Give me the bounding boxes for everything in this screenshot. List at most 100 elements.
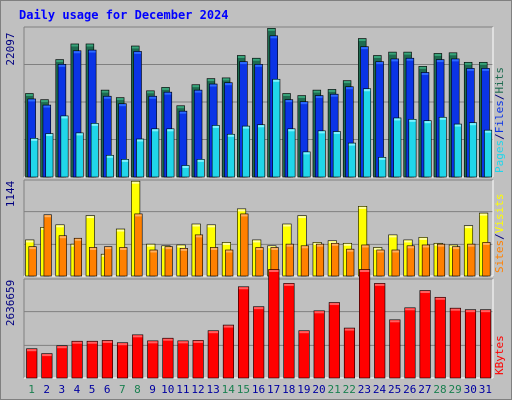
visits-bar-highlight <box>464 226 473 229</box>
hits-bar-highlight <box>56 60 64 63</box>
sites-bar-highlight <box>256 247 263 250</box>
kbytes-bar-highlight <box>480 310 491 313</box>
hits-bar-highlight <box>358 39 366 42</box>
pages-bar-highlight <box>197 159 204 162</box>
files-bar-highlight <box>73 51 81 54</box>
pages-bar-highlight <box>91 123 98 126</box>
pages-bar <box>453 123 462 178</box>
sites-bar <box>73 237 82 277</box>
files-bar-highlight <box>149 96 157 99</box>
hits-legend-part: Pages <box>493 140 506 173</box>
day-label: 30 <box>464 383 477 396</box>
hits-bar-highlight <box>116 98 124 101</box>
sites-bar-highlight <box>74 238 82 241</box>
files-bar-highlight <box>88 50 96 53</box>
hits-bar-highlight <box>237 55 245 58</box>
kbytes-bar <box>177 340 189 379</box>
files-bar-highlight <box>224 83 232 86</box>
kbytes-bar <box>268 269 280 379</box>
hits-legend-part: Files <box>493 100 506 133</box>
pages-bar <box>257 124 266 178</box>
files-bar-highlight <box>436 60 444 63</box>
day-label: 12 <box>191 383 204 396</box>
kbytes-bar-highlight <box>253 307 264 310</box>
hits-bar-highlight <box>177 106 185 109</box>
visits-bar-highlight <box>419 237 427 240</box>
kbytes-bar-highlight <box>299 331 309 334</box>
pages-bar-highlight <box>379 157 386 160</box>
sites-bar <box>482 242 491 277</box>
day-label: 14 <box>222 383 236 396</box>
day-label: 8 <box>134 383 141 396</box>
kbytes-bar-highlight <box>314 311 324 314</box>
sites-bar <box>285 243 294 277</box>
pages-bar <box>121 159 129 178</box>
pages-bar-highlight <box>273 79 280 82</box>
day-label: 1 <box>28 383 35 396</box>
pages-bar <box>469 122 477 178</box>
kbytes-bar-highlight <box>359 269 370 272</box>
sites-bar-highlight <box>225 250 233 253</box>
sites-bar <box>315 243 325 277</box>
kbytes-bar-highlight <box>223 325 234 328</box>
kbytes-ymax-label: 2636659 <box>4 280 17 326</box>
day-label: 31 <box>479 383 492 396</box>
sites-bar <box>225 249 234 277</box>
day-label: 18 <box>282 383 295 396</box>
pages-bar-highlight <box>106 155 114 158</box>
files-bar-highlight <box>43 105 51 108</box>
kbytes-bar <box>434 296 446 379</box>
day-label: 28 <box>433 383 446 396</box>
sites-bar-highlight <box>59 236 67 239</box>
kbytes-bar-highlight <box>344 328 355 331</box>
hits-bar-highlight <box>131 46 139 49</box>
visits-legend-part: Sites <box>493 240 506 273</box>
day-label: 24 <box>373 383 387 396</box>
kbytes-bar <box>41 353 53 379</box>
pages-bar-highlight <box>303 152 310 155</box>
pages-bar-highlight <box>484 130 492 133</box>
pages-bar-highlight <box>227 134 235 137</box>
sites-bar-highlight <box>407 246 415 249</box>
hits-bar-highlight <box>207 79 215 82</box>
hits-bar-highlight <box>389 52 396 55</box>
pages-bar-highlight <box>167 129 174 132</box>
kbytes-bar <box>374 283 386 379</box>
visits-bar-highlight <box>147 244 155 247</box>
files-bar-highlight <box>330 94 338 97</box>
kbytes-bar-highlight <box>208 331 219 334</box>
sites-bar <box>346 248 355 277</box>
kbytes-bar-highlight <box>193 340 203 343</box>
sites-bar <box>134 213 143 277</box>
kbytes-bar-highlight <box>420 291 430 294</box>
files-bar-highlight <box>285 100 293 103</box>
day-label: 4 <box>74 383 81 396</box>
files-bar-highlight <box>255 64 263 67</box>
day-label: 26 <box>403 383 416 396</box>
kbytes-bar-highlight <box>87 341 98 344</box>
sites-bar <box>89 247 98 277</box>
sites-bar-highlight <box>29 247 36 250</box>
sites-bar <box>406 245 415 277</box>
pages-bar-highlight <box>454 124 462 127</box>
kbytes-bar <box>162 337 174 379</box>
kbytes-bar <box>132 334 144 379</box>
pages-bar <box>272 78 281 178</box>
pages-bar-highlight <box>288 129 295 132</box>
sites-bar <box>436 243 446 277</box>
kbytes-bar <box>238 286 250 379</box>
sites-bar-highlight <box>316 244 324 247</box>
kbytes-bar <box>449 307 461 379</box>
sites-bar <box>28 246 37 277</box>
sites-bar-highlight <box>241 214 248 217</box>
hits-bar-highlight <box>313 90 321 93</box>
day-label: 7 <box>119 383 126 396</box>
files-bar-highlight <box>164 92 172 95</box>
files-bar-highlight <box>482 68 489 71</box>
visits-legend-part: Visits <box>493 194 506 234</box>
sites-bar-highlight <box>452 247 460 250</box>
hits-bar-highlight <box>419 66 427 69</box>
kbytes-bar-highlight <box>117 343 128 346</box>
pages-bar <box>90 123 99 178</box>
